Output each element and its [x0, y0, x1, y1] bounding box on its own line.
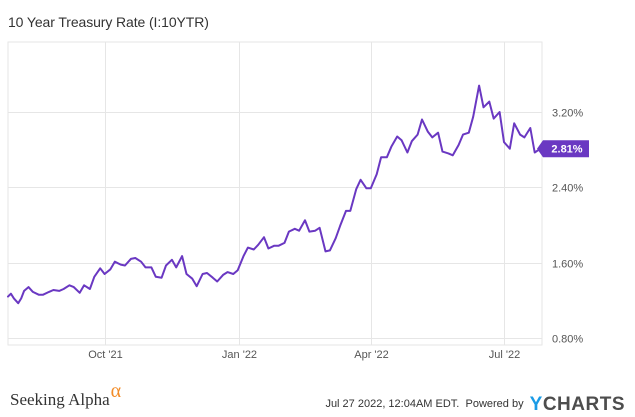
- y-tick-label: 3.20%: [552, 108, 583, 120]
- last-value-label: 2.81%: [551, 144, 582, 156]
- ycharts-y-icon: Y: [529, 394, 543, 415]
- powered-by-text: Powered by: [465, 398, 524, 410]
- plot-frame: [7, 41, 543, 346]
- alpha-symbol-icon: α: [110, 380, 122, 402]
- y-tick-label: 0.80%: [552, 334, 583, 346]
- series-line: [7, 84, 542, 305]
- chart-footer-info: Jul 27 2022, 12:04AM EDT. Powered by YCH…: [325, 394, 625, 416]
- x-tick-label: Apr '22: [354, 349, 389, 361]
- seeking-alpha-logo[interactable]: Seeking Alphaα: [10, 380, 121, 411]
- ycharts-logo[interactable]: YCHARTS: [530, 394, 625, 415]
- x-tick-label: Jan '22: [222, 349, 257, 361]
- chart-title: 10 Year Treasury Rate (I:10YTR): [8, 14, 209, 30]
- x-tick-label: Oct '21: [88, 349, 123, 361]
- last-value-badge: [537, 140, 589, 158]
- seeking-alpha-text: Seeking Alpha: [10, 390, 110, 409]
- y-tick-label: 2.40%: [552, 183, 583, 195]
- x-tick-label: Jul '22: [489, 349, 520, 361]
- ycharts-logo-text: CHARTS: [542, 394, 625, 415]
- timestamp-text: Jul 27 2022, 12:04AM EDT.: [325, 398, 460, 410]
- y-tick-label: 1.60%: [552, 259, 583, 271]
